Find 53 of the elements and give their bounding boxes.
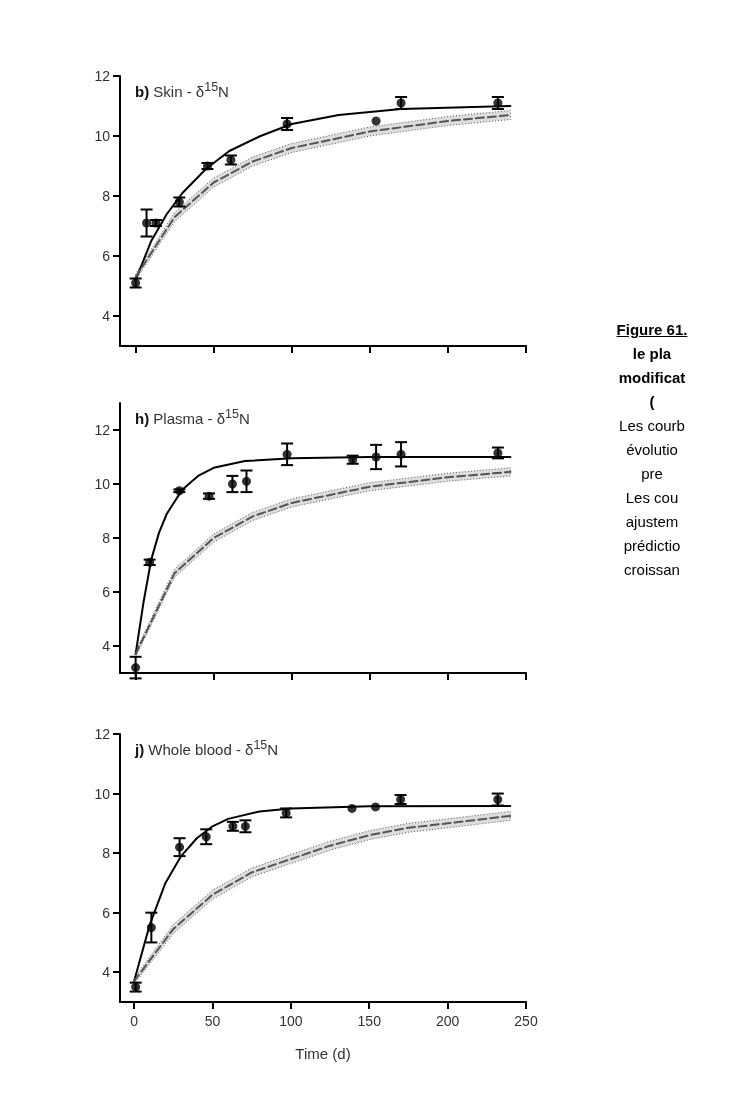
y-tick-label: 6 [102,248,111,264]
chart-title: b) Skin - δ$^{15}$N [135,80,229,100]
chart-title: j) Whole blood - δ$^{15}$N [135,738,279,758]
x-tick-label: 150 [357,1013,382,1029]
y-tick-label: 8 [102,188,111,204]
text: modificat [617,368,687,388]
point [146,923,156,933]
point [151,218,161,228]
point [396,449,406,459]
x-tick-label: 0 [130,1013,139,1029]
caption: Figure 61. [615,320,689,340]
point [282,449,292,459]
point [202,161,212,171]
point [347,803,357,813]
x-tick-label: 250 [514,1013,538,1029]
y-tick-label: 4 [102,964,111,981]
point [131,663,141,673]
text: le pla [631,344,673,364]
x-tick-label: 200 [435,1013,460,1029]
point [241,476,251,486]
y-tick-label: 4 [102,638,111,654]
y-tick-label: 12 [94,726,111,742]
text: prédictio [622,536,682,556]
y-tick-label: 12 [94,68,111,84]
y-tick-label: 8 [102,845,111,862]
text: Les cou [624,488,680,508]
y-tick-label: 10 [94,785,111,802]
point [145,557,155,567]
y-tick-label: 10 [94,128,111,144]
point [175,842,185,852]
y-tick-label: 6 [102,584,111,600]
point [174,486,184,496]
y-tick-label: 6 [102,904,111,921]
text: ( [648,392,656,412]
text: croissan [623,560,681,580]
y-tick-label: 8 [102,530,111,546]
x-axis-title: Time (d) [295,1045,351,1062]
point [371,802,381,812]
x-tick-label: 100 [279,1013,303,1029]
text: ajustem [624,512,680,532]
text: évolutio [625,440,679,460]
point [371,116,381,126]
y-tick-label: 10 [94,476,111,492]
text: pre [640,464,664,484]
y-tick-label: 12 [94,422,111,438]
chart-title: h) Plasma - δ$^{15}$N [135,407,250,427]
y-tick-label: 4 [102,308,111,324]
point [142,218,152,228]
point [371,452,381,462]
point [201,832,211,842]
x-tick-label: 50 [204,1013,221,1029]
point [227,479,237,489]
text: Les courb [618,416,686,436]
